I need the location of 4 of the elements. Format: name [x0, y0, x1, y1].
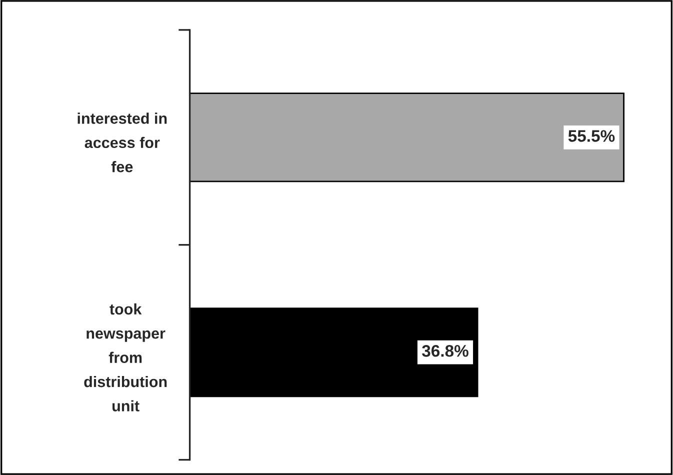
- data-label: 36.8%: [422, 345, 468, 357]
- y-tick-label: took newspaper from distribution unit: [84, 303, 167, 412]
- y-tick-label: interested in access for fee: [78, 112, 167, 172]
- data-label: 55.5%: [568, 130, 615, 142]
